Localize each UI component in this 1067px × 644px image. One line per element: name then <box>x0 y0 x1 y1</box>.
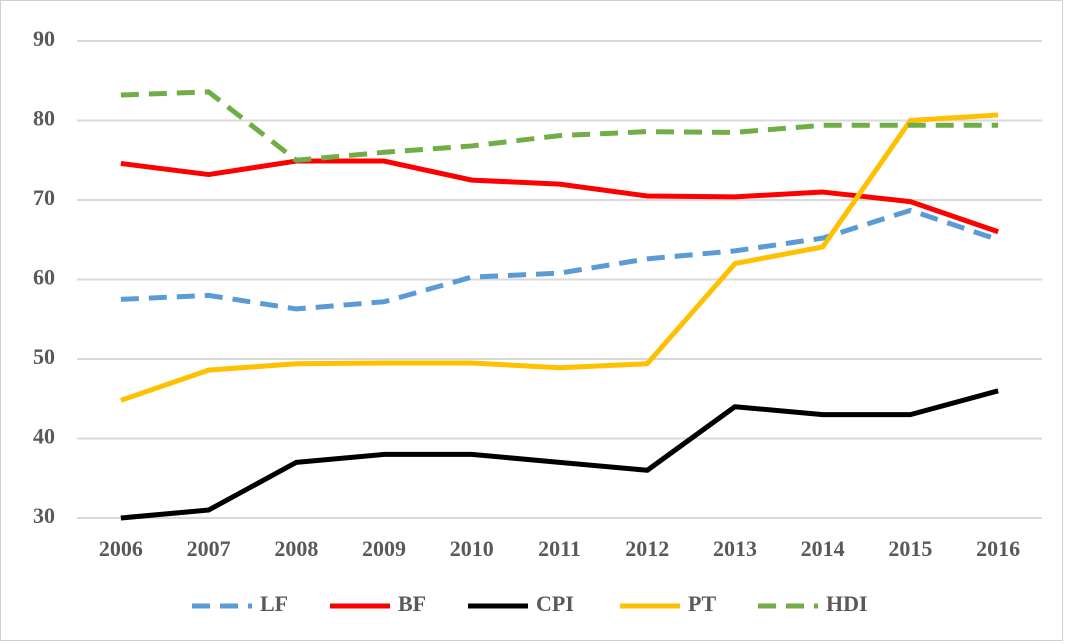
x-tick-label: 2015 <box>888 536 932 561</box>
legend-label: CPI <box>536 591 574 616</box>
x-tick-label: 2009 <box>362 536 406 561</box>
line-series <box>120 207 999 312</box>
y-tick-label: 90 <box>33 26 55 51</box>
legend-label: LF <box>260 591 288 616</box>
x-tick-label: 2013 <box>713 536 757 561</box>
y-tick-label: 50 <box>33 344 55 369</box>
legend-label: BF <box>398 591 426 616</box>
line-series <box>120 158 999 235</box>
line-series <box>120 112 999 403</box>
y-tick-label: 70 <box>33 185 55 210</box>
line-series <box>120 89 999 163</box>
legend-label: HDI <box>826 591 868 616</box>
x-tick-label: 2012 <box>625 536 669 561</box>
x-tick-label: 2010 <box>450 536 494 561</box>
x-tick-label: 2016 <box>976 536 1020 561</box>
y-tick-label: 60 <box>33 265 55 290</box>
y-tick-label: 40 <box>33 424 55 449</box>
x-tick-label: 2014 <box>801 536 845 561</box>
x-tick-label: 2007 <box>187 536 231 561</box>
y-tick-label: 30 <box>33 503 55 528</box>
line-series <box>120 388 999 521</box>
legend-label: PT <box>688 591 716 616</box>
x-tick-label: 2011 <box>538 536 581 561</box>
y-tick-label: 80 <box>33 106 55 131</box>
x-tick-label: 2008 <box>274 536 318 561</box>
x-tick-label: 2006 <box>99 536 143 561</box>
